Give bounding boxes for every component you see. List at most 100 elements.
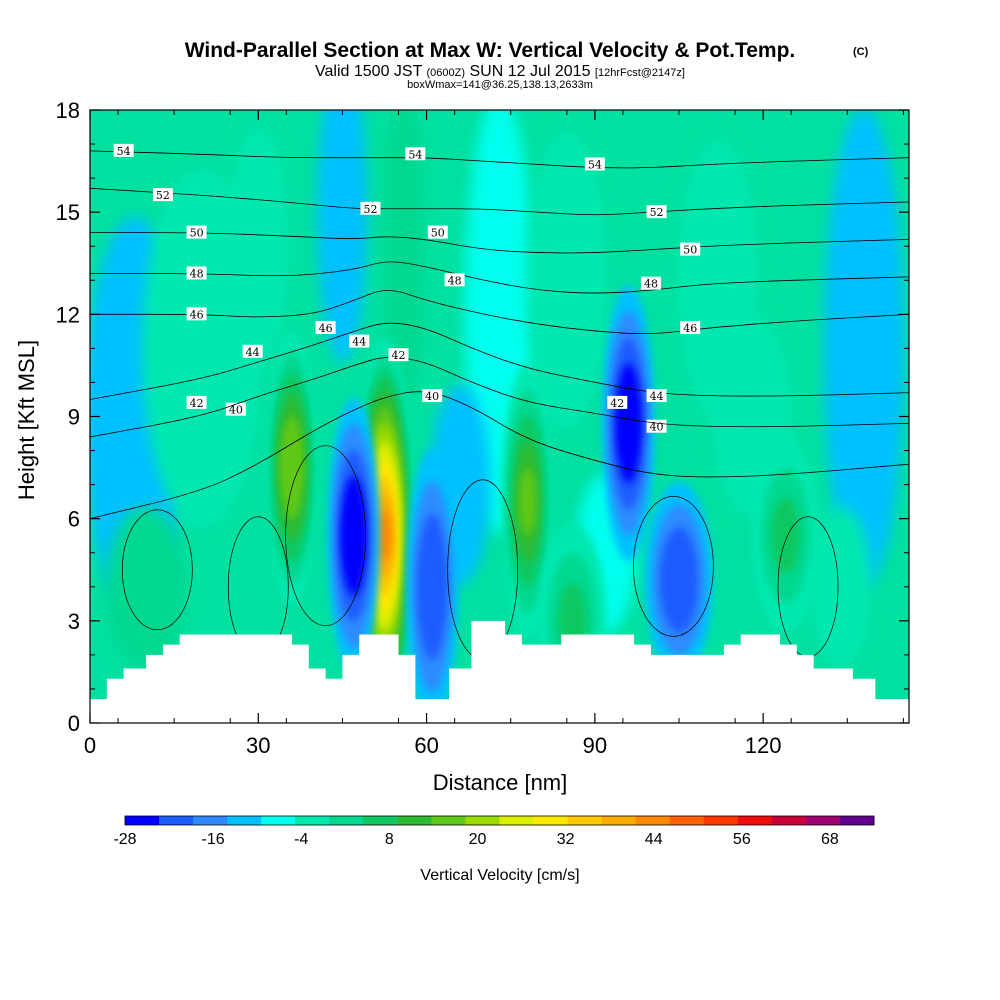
y-tick-label: 3: [68, 609, 80, 634]
contour-label: 40: [650, 421, 664, 434]
contour-label-box: [242, 344, 263, 358]
colorbar-tick-label: 56: [733, 831, 751, 848]
contour-label-box: [186, 395, 207, 409]
contour-label: 48: [190, 267, 204, 280]
colorbar-tick-label: -4: [294, 831, 308, 848]
contour-label-box: [186, 225, 207, 239]
y-tick-label: 0: [68, 711, 80, 736]
theta-contour-44: [90, 322, 909, 400]
w-feature-band: [667, 549, 691, 611]
w-background-region: [526, 130, 607, 431]
colorbar-swatch: [771, 816, 807, 825]
colorbar-swatch: [295, 816, 330, 825]
contour-label: 44: [650, 390, 664, 403]
w-background-region: [106, 506, 187, 667]
contour-label: 42: [610, 397, 624, 410]
w-feature-band: [771, 497, 800, 574]
terrain-mask: [90, 620, 909, 723]
colorbar-frame: [124, 815, 875, 826]
colorbar-swatch: [397, 816, 432, 825]
x-tick-label: 120: [745, 733, 782, 758]
contour-label: 52: [156, 189, 170, 202]
colorbar-swatch: [703, 816, 739, 825]
colorbar-tick-label: 20: [469, 831, 487, 848]
plot-area: 40 40 40 42 42 42 44 44 44 46 46 46 48 48 48 50 50 50 52 52…: [90, 110, 909, 723]
contour-label: 52: [650, 206, 664, 219]
contour-label-box: [349, 334, 370, 348]
axes: 0 30 60 90 120 0 3 6 9 12 15 18: [56, 98, 909, 758]
subtitle-valid: Valid 1500 JST: [315, 63, 423, 80]
colorbar-tick-label: 32: [557, 831, 575, 848]
theta-contour-52: [90, 187, 909, 216]
contour-label-box: [186, 307, 207, 321]
colorbar-swatch: [567, 816, 603, 825]
w-feature-band: [519, 467, 536, 536]
contour-label-box: [607, 395, 628, 409]
contour-label-box: [388, 348, 409, 362]
contour-label: 46: [319, 322, 333, 335]
colorbar-swatch: [363, 816, 398, 825]
theta-contour-42: [90, 356, 909, 438]
colorbar-swatch: [431, 816, 466, 825]
contour-label-box: [646, 419, 667, 433]
contour-label: 48: [644, 278, 658, 291]
x-tick-label: 30: [246, 733, 270, 758]
contour-label-box: [186, 266, 207, 280]
x-axis-label: Distance [nm]: [433, 770, 568, 795]
colorbar-swatch: [499, 816, 535, 825]
contour-label-box: [640, 276, 661, 290]
colorbar-tick-label: 8: [385, 831, 394, 848]
subtitle-date: SUN 12 Jul 2015: [470, 63, 591, 80]
colorbar-swatch: [329, 816, 364, 825]
theta-contour-54: [90, 150, 909, 169]
colorbar-tick-label: -16: [202, 831, 225, 848]
colorbar-tick-label: 68: [821, 831, 839, 848]
contour-label: 54: [117, 145, 131, 158]
contour-label-box: [315, 320, 336, 334]
chart-subtitle-box: boxWmax=141@36.25,138.13,2633m: [407, 79, 593, 91]
colorbar-swatch: [227, 816, 262, 825]
contour-label-box: [680, 242, 701, 256]
x-tick-label: 90: [583, 733, 607, 758]
contour-label-box: [360, 201, 381, 215]
contour-label: 54: [588, 158, 602, 171]
theta-lower-contour: [285, 445, 366, 627]
w-feature-band: [345, 501, 363, 570]
colorbar-swatch: [737, 816, 773, 825]
theta-lower-contour: [633, 495, 714, 637]
contour-label-box: [680, 320, 701, 334]
colorbar-swatch: [533, 816, 569, 825]
colorbar-swatch: [635, 816, 671, 825]
x-tick-label: 60: [414, 733, 438, 758]
colorbar: -28 -16 -4 8 20 32 44 56 68: [113, 815, 875, 848]
contour-label: 50: [190, 227, 204, 240]
contour-label-box: [422, 389, 443, 403]
colorbar-swatch: [125, 816, 160, 825]
contour-label: 42: [190, 397, 204, 410]
colorbar-swatch: [193, 816, 228, 825]
contour-label: 50: [431, 227, 445, 240]
theta-lower-contour: [121, 509, 193, 631]
contour-label: 40: [229, 404, 243, 417]
contour-label: 48: [448, 274, 462, 287]
contour-label: 44: [352, 336, 366, 349]
contour-label: 50: [683, 244, 697, 257]
w-background-region: [811, 506, 872, 667]
contour-label-box: [427, 225, 448, 239]
contour-label-box: [444, 273, 465, 287]
colorbar-swatch: [839, 816, 875, 825]
contour-label-box: [405, 147, 426, 161]
y-axis-label: Height [Kft MSL]: [14, 340, 39, 500]
subtitle-forecast: [12hrFcst@2147z]: [595, 67, 685, 79]
chart-subtitle: Valid 1500 JST (0600Z) SUN 12 Jul 2015 […: [315, 63, 685, 80]
w-feature-band: [284, 437, 300, 498]
w-background-region: [384, 110, 425, 407]
colorbar-swatch: [805, 816, 841, 825]
y-tick-label: 18: [56, 98, 80, 123]
contour-label: 46: [190, 308, 204, 321]
colorbar-swatch: [465, 816, 500, 825]
colorbar-label: Vertical Velocity [cm/s]: [420, 867, 579, 884]
w-feature-band: [378, 510, 391, 561]
colorbar-tick-label: -28: [113, 831, 136, 848]
